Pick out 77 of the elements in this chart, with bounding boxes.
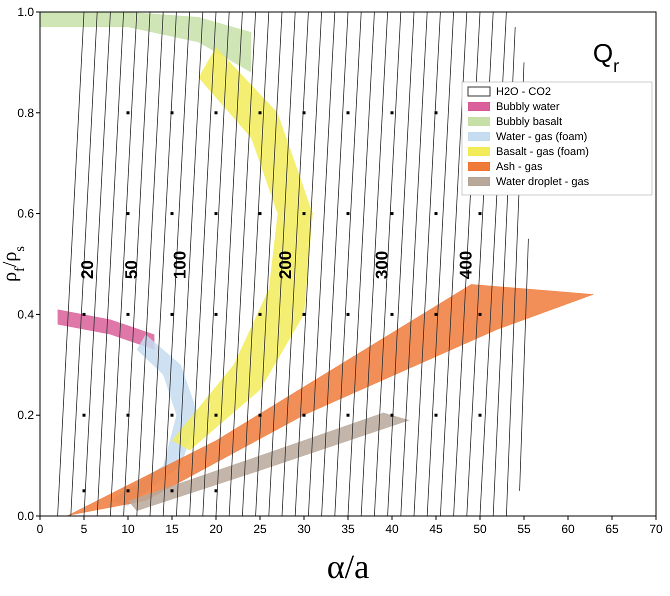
point bbox=[82, 489, 86, 492]
point bbox=[258, 312, 262, 316]
point bbox=[302, 312, 306, 316]
y-tick-label: 0.4 bbox=[17, 307, 34, 322]
point bbox=[214, 111, 218, 114]
point bbox=[170, 212, 174, 216]
point bbox=[478, 414, 482, 417]
point bbox=[346, 414, 350, 417]
point bbox=[258, 414, 262, 417]
point bbox=[434, 212, 438, 216]
x-tick-label: 70 bbox=[649, 522, 663, 536]
point bbox=[126, 312, 130, 316]
x-tick-label: 50 bbox=[473, 522, 487, 536]
x-tick-label: 20 bbox=[209, 522, 223, 536]
point bbox=[302, 111, 306, 114]
legend-label: H2O - CO2 bbox=[496, 86, 552, 98]
point bbox=[170, 414, 174, 417]
annotation: 100 bbox=[170, 250, 190, 280]
x-tick-label: 65 bbox=[605, 522, 619, 536]
x-tick-label: 55 bbox=[517, 522, 531, 536]
point bbox=[258, 111, 262, 114]
point bbox=[346, 111, 350, 114]
point bbox=[82, 312, 86, 316]
point bbox=[390, 111, 394, 114]
x-axis-title: α/a bbox=[326, 549, 370, 586]
y-tick-label: 0.0 bbox=[17, 509, 34, 523]
x-tick-label: 10 bbox=[121, 522, 135, 536]
y-tick-label: 0.2 bbox=[17, 408, 34, 422]
point bbox=[434, 111, 438, 114]
x-tick-label: 60 bbox=[561, 522, 575, 536]
point bbox=[478, 212, 482, 216]
point bbox=[126, 489, 130, 492]
x-tick-label: 30 bbox=[297, 522, 311, 536]
point bbox=[302, 212, 306, 216]
point bbox=[214, 212, 218, 216]
point bbox=[478, 312, 482, 316]
x-tick-label: 5 bbox=[80, 522, 88, 536]
point bbox=[434, 414, 438, 417]
y-tick-label: 0.8 bbox=[17, 106, 34, 120]
point bbox=[346, 312, 350, 316]
point bbox=[126, 111, 130, 114]
legend-label: Water - gas (foam) bbox=[496, 131, 588, 143]
point bbox=[126, 414, 130, 417]
text: Q$_{r}$ bbox=[592, 38, 620, 76]
point bbox=[302, 414, 306, 417]
point bbox=[390, 414, 394, 417]
point bbox=[126, 212, 130, 216]
y-tick-label: 1.0 bbox=[17, 5, 34, 19]
point bbox=[390, 212, 394, 216]
y-tick-label: 0.6 bbox=[17, 206, 34, 221]
annotation: 50 bbox=[122, 260, 141, 280]
x-tick-label: 0 bbox=[36, 522, 44, 536]
point bbox=[170, 489, 174, 492]
point bbox=[390, 312, 394, 316]
annotation: 200 bbox=[276, 250, 295, 280]
legend-label: Bubbly water bbox=[496, 101, 560, 113]
legend-label: Bubbly basalt bbox=[496, 116, 562, 128]
point bbox=[170, 312, 174, 316]
point bbox=[258, 212, 262, 216]
legend-label: Basalt - gas (foam) bbox=[496, 146, 589, 158]
annotation: 400 bbox=[456, 250, 476, 280]
x-tick-label: 40 bbox=[385, 522, 399, 536]
point bbox=[214, 312, 218, 316]
annotation: 300 bbox=[372, 250, 392, 280]
legend-label: Water droplet - gas bbox=[496, 176, 590, 188]
point bbox=[170, 111, 174, 114]
legend-label: Ash - gas bbox=[496, 161, 543, 173]
x-tick-label: 45 bbox=[429, 522, 443, 536]
point bbox=[214, 489, 218, 492]
annotation: 20 bbox=[78, 260, 97, 280]
point bbox=[434, 312, 438, 316]
point bbox=[82, 414, 86, 417]
x-tick-label: 15 bbox=[165, 522, 179, 536]
x-tick-label: 35 bbox=[341, 522, 355, 536]
point bbox=[214, 414, 218, 417]
x-tick-label: 25 bbox=[253, 522, 267, 536]
point bbox=[346, 212, 350, 216]
